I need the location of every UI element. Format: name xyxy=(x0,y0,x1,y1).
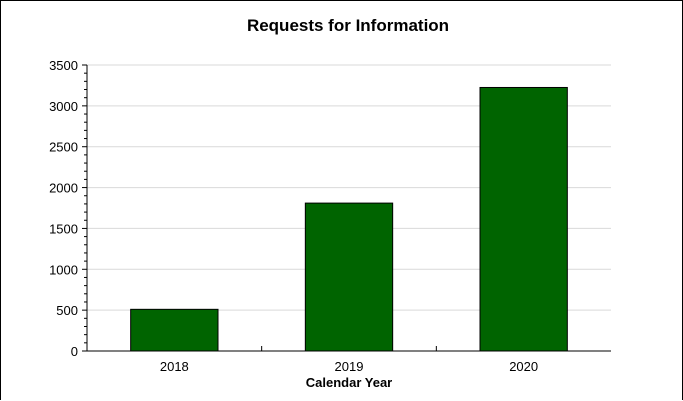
y-tick-label: 3000 xyxy=(49,99,78,114)
y-tick-label: 500 xyxy=(56,303,78,318)
bar xyxy=(479,86,568,352)
bar xyxy=(130,308,219,352)
tick-labels: 0 500 1000 1500 2000 2500 3000 3500 2018 2019 2020 xyxy=(49,58,538,374)
chart-title: Requests for Information xyxy=(247,16,449,35)
y-tick-label: 1500 xyxy=(49,221,78,236)
x-tick-label: 2020 xyxy=(509,359,538,374)
y-tick-label: 1000 xyxy=(49,262,78,277)
x-tick-label: 2018 xyxy=(160,359,189,374)
bar xyxy=(304,202,394,352)
axes xyxy=(82,64,611,352)
y-tick-label: 2500 xyxy=(49,140,78,155)
bars xyxy=(130,86,568,352)
y-tick-label: 3500 xyxy=(49,58,78,73)
y-tick-label: 2000 xyxy=(49,181,78,196)
x-axis-label: Calendar Year xyxy=(306,375,392,390)
y-tick-label: 0 xyxy=(71,344,78,359)
x-tick-label: 2019 xyxy=(335,359,364,374)
